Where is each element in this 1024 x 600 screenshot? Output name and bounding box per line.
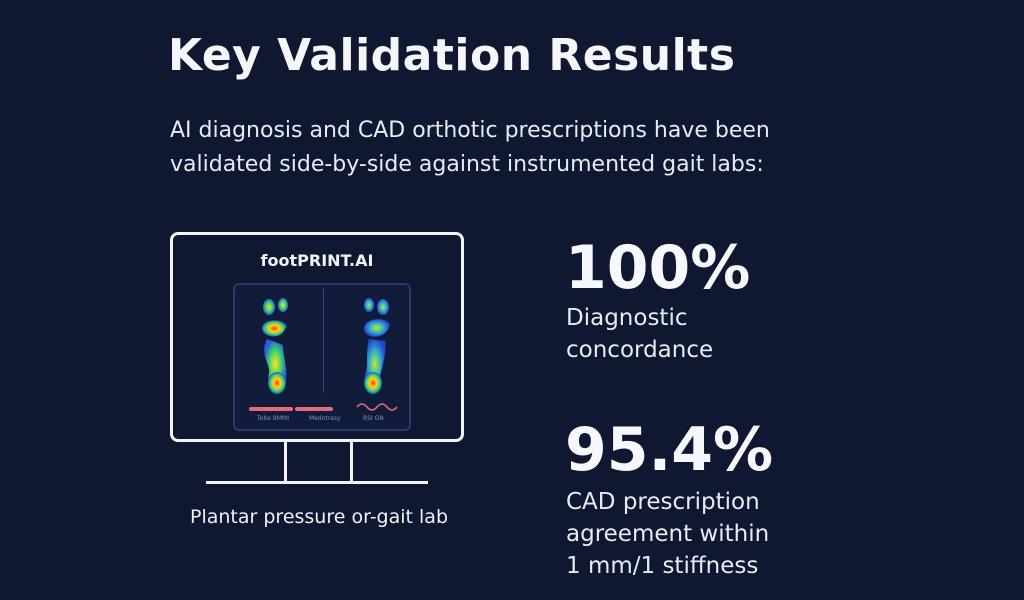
panel-divider [323, 289, 324, 393]
metric-bar-1 [249, 407, 293, 411]
pressure-map-panel: Tobe BMMI Medotrasy RSI GN [233, 283, 411, 431]
stat-label-line: CAD prescription [566, 489, 760, 515]
stat-value-agreement: 95.4% [565, 415, 774, 485]
right-foot-heatmap-icon [364, 298, 390, 394]
stat-label-line: 1 mm/1 stiffness [566, 553, 759, 579]
brand-label: footPRINT.AI [260, 251, 374, 270]
monitor-caption: Plantar pressure or-gait lab [190, 506, 449, 528]
intro-text: AI diagnosis and CAD orthotic prescripti… [170, 114, 830, 182]
left-foot-heatmap-icon [261, 298, 288, 394]
intro-line-1: AI diagnosis and CAD orthotic prescripti… [170, 118, 770, 143]
intro-line-2: validated side-by-side against instrumen… [170, 152, 764, 177]
metric-bar-2 [295, 407, 333, 411]
stat-label-concordance: Diagnostic concordance [566, 302, 713, 366]
metric-label-2: Medotrasy [309, 415, 341, 422]
stat-label-line: agreement within [566, 521, 770, 547]
monitor-stand [206, 442, 428, 484]
stat-label-line: Diagnostic [566, 305, 688, 331]
stand-leg-right [350, 442, 353, 482]
wave-icon [356, 403, 398, 411]
metric-label-3: RSI GN [363, 415, 384, 422]
metric-label-1: Tobe BMMI [257, 415, 289, 422]
stat-value-concordance: 100% [565, 233, 751, 303]
stand-base [206, 481, 428, 484]
stand-leg-left [284, 442, 287, 482]
page-title: Key Validation Results [168, 30, 736, 81]
stat-label-line: concordance [566, 337, 714, 363]
monitor-illustration: footPRINT.AI [170, 232, 464, 442]
stat-label-agreement: CAD prescription agreement within 1 mm/1… [566, 486, 769, 582]
